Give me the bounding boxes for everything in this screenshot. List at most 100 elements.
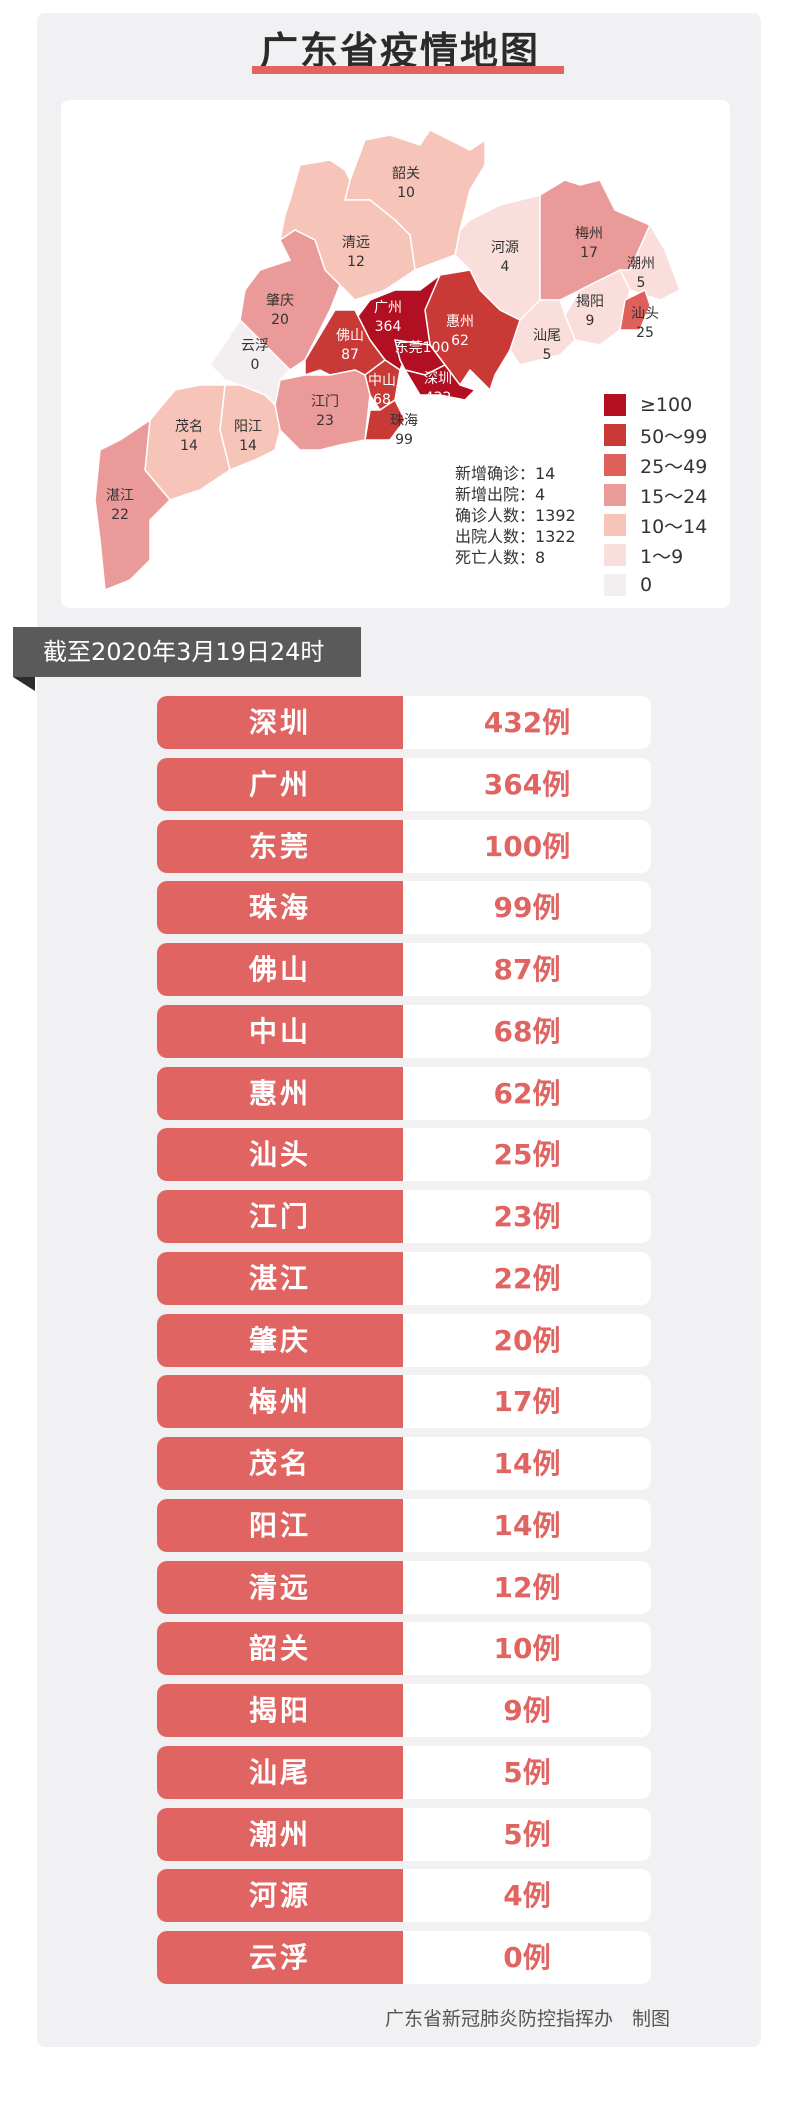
row-count: 17例 xyxy=(493,1385,561,1419)
map-region-name: 清远 xyxy=(342,235,370,251)
row-city: 中山 xyxy=(157,1004,403,1058)
case-row: 汕尾 5例 xyxy=(157,1745,651,1799)
case-row: 韶关 10例 xyxy=(157,1622,651,1676)
map-region-value: 4 xyxy=(501,259,510,275)
map-region-value: 0 xyxy=(251,357,260,373)
row-city: 深圳 xyxy=(157,696,403,749)
map-region xyxy=(209,318,292,407)
legend-item: ≥100 xyxy=(604,390,707,420)
stats-summary: 新增确诊：14 新增出院：4 确诊人数：1392 出院人数：1322 死亡人数：8 xyxy=(455,463,576,568)
case-list: 深圳 432例 广州 364例 东莞 100例 珠海 99例 佛山 87例 中山 68例 惠州 62例 汕头… xyxy=(157,696,651,1993)
map-region-name: 肇庆 xyxy=(266,293,294,309)
row-city: 揭阳 xyxy=(157,1684,403,1737)
row-count: 99例 xyxy=(493,891,561,925)
map-region-value: 9 xyxy=(586,313,595,329)
map-region-name: 茂名 xyxy=(175,418,203,435)
map-region xyxy=(403,364,477,401)
map-region-name: 汕尾 xyxy=(533,328,561,344)
row-count: 10例 xyxy=(493,1632,561,1666)
map-region-value: 99 xyxy=(395,432,413,448)
map-region-value: 14 xyxy=(180,438,198,454)
map-region-value: 12 xyxy=(347,254,365,270)
row-count: 9例 xyxy=(503,1694,551,1727)
stat-line: 死亡人数：8 xyxy=(455,548,546,567)
row-count: 68例 xyxy=(493,1014,561,1048)
legend-item: 25～49 xyxy=(604,450,707,480)
row-count: 5例 xyxy=(503,1755,551,1789)
legend-item: 0 xyxy=(604,570,707,600)
row-city: 梅州 xyxy=(157,1375,403,1429)
map-region-value: 62 xyxy=(451,333,469,349)
legend-label: 1～9 xyxy=(640,545,684,568)
case-row: 广州 364例 xyxy=(157,757,651,811)
stat-line: 新增出院：4 xyxy=(455,485,546,504)
case-row: 中山 68例 xyxy=(157,1004,651,1058)
legend-swatch xyxy=(604,424,626,446)
row-count: 62例 xyxy=(493,1076,561,1110)
map-region-name: 珠海 xyxy=(390,413,418,429)
map-region-value: 5 xyxy=(543,347,552,363)
title-underline xyxy=(252,66,564,74)
legend-swatch xyxy=(604,484,626,506)
map-region-value: 22 xyxy=(111,507,129,523)
row-count: 0例 xyxy=(503,1941,551,1974)
case-row: 阳江 14例 xyxy=(157,1498,651,1552)
map-region-value: 87 xyxy=(341,347,359,363)
row-city: 阳江 xyxy=(157,1498,403,1552)
legend-label: 10～14 xyxy=(640,515,708,538)
map-region-value: 5 xyxy=(637,275,646,291)
date-banner: 截至2020年3月19日24时 xyxy=(13,627,361,677)
row-city: 肇庆 xyxy=(157,1313,403,1367)
legend-swatch xyxy=(604,574,626,596)
case-row: 惠州 62例 xyxy=(157,1066,651,1120)
map-region xyxy=(619,288,651,331)
map-region-name: 河源 xyxy=(491,240,519,256)
map-region-name: 广州 xyxy=(374,300,402,316)
row-city: 清远 xyxy=(157,1560,403,1614)
map-region-value: 25 xyxy=(636,325,654,341)
case-row: 汕头 25例 xyxy=(157,1128,651,1182)
stat-line: 确诊人数：1392 xyxy=(455,506,576,525)
case-row: 茂名 14例 xyxy=(157,1437,651,1490)
case-row: 珠海 99例 xyxy=(157,881,651,935)
row-city: 潮州 xyxy=(157,1807,403,1861)
row-city: 汕尾 xyxy=(157,1745,403,1799)
map-region-name: 云浮 xyxy=(241,338,269,354)
map-legend: ≥100 50～99 25～49 15～24 10～14 1～9 0 xyxy=(604,390,707,600)
legend-swatch xyxy=(604,394,626,416)
map-region-value: 10 xyxy=(397,185,415,201)
legend-label: 50～99 xyxy=(640,425,708,448)
map-region-name: 江门 xyxy=(311,394,339,410)
row-count: 23例 xyxy=(493,1200,561,1233)
footer-credit: 广东省新冠肺炎防控指挥办 制图 xyxy=(385,2008,671,2030)
row-city: 佛山 xyxy=(157,943,403,996)
case-row: 深圳 432例 xyxy=(157,696,651,749)
row-city: 江门 xyxy=(157,1190,403,1243)
row-count: 364例 xyxy=(483,767,571,801)
row-count: 5例 xyxy=(503,1817,551,1851)
legend-label: 25～49 xyxy=(640,455,708,478)
case-row: 揭阳 9例 xyxy=(157,1684,651,1737)
map-region-value: 432 xyxy=(425,390,452,406)
page-title: 广东省疫情地图 xyxy=(259,29,540,73)
map-region-value: 23 xyxy=(316,413,334,429)
row-city: 河源 xyxy=(157,1869,403,1923)
row-city: 广州 xyxy=(157,757,403,811)
map-region-name: 佛山 xyxy=(336,328,364,344)
case-row: 潮州 5例 xyxy=(157,1807,651,1861)
stat-line: 新增确诊：14 xyxy=(455,464,556,483)
row-city: 东莞 xyxy=(157,819,403,873)
legend-swatch xyxy=(604,544,626,566)
map-region-value: 20 xyxy=(271,312,289,328)
row-city: 汕头 xyxy=(157,1128,403,1182)
legend-label: ≥100 xyxy=(640,394,693,416)
row-count: 20例 xyxy=(493,1323,561,1357)
case-row: 江门 23例 xyxy=(157,1190,651,1243)
case-row: 佛山 87例 xyxy=(157,943,651,996)
map-region-name: 中山 xyxy=(368,373,396,389)
row-city: 茂名 xyxy=(157,1437,403,1490)
legend-swatch xyxy=(604,514,626,536)
map-region-name: 惠州 xyxy=(446,314,474,330)
map-region-name: 揭阳 xyxy=(576,294,604,310)
row-city: 云浮 xyxy=(157,1931,403,1984)
